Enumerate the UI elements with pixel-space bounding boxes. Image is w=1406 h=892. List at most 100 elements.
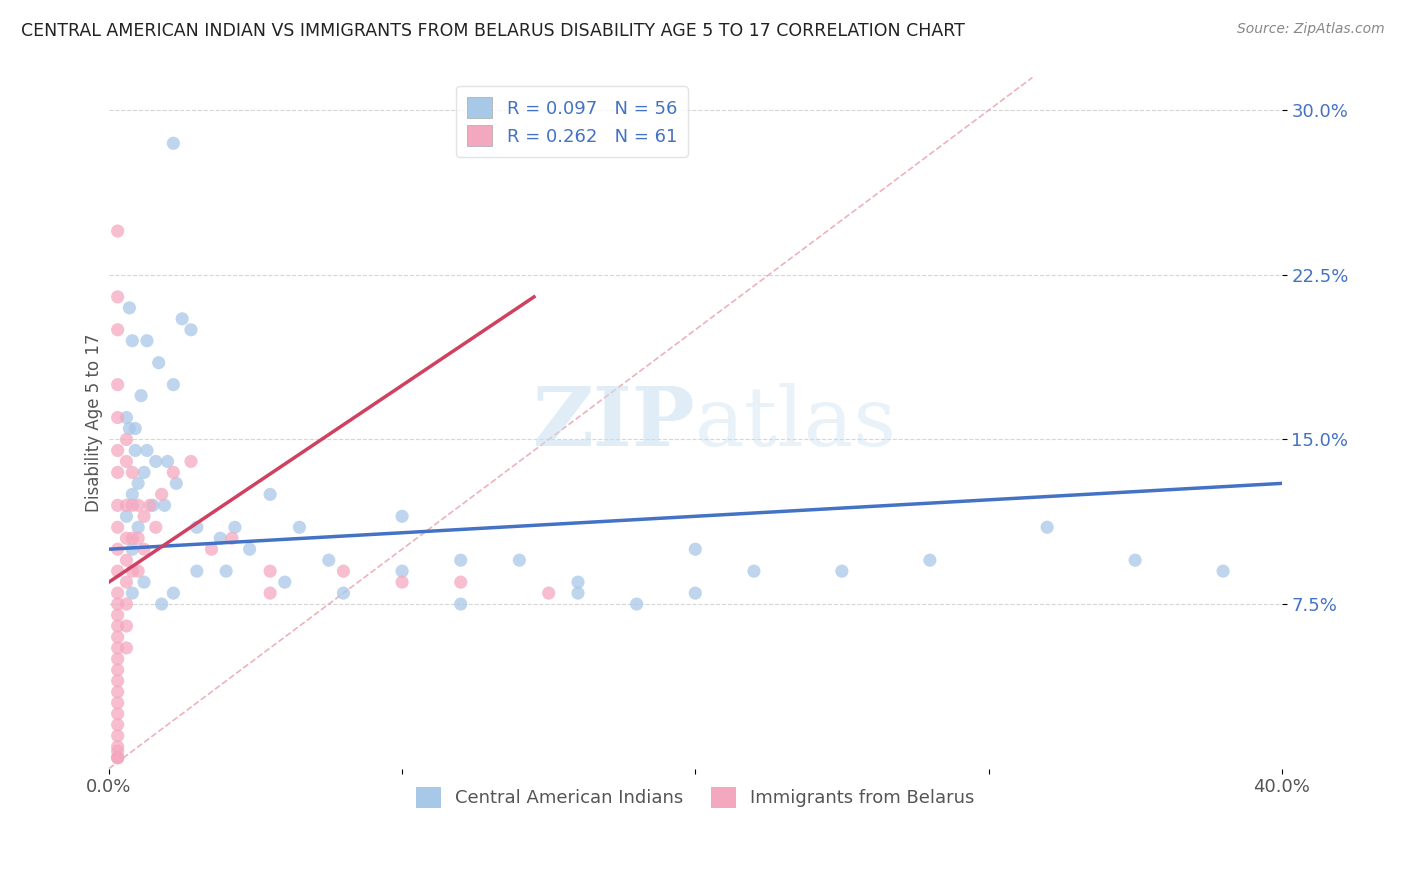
Point (224, 520, 246, 534)
Point (121, 334, 143, 348)
Point (107, 586, 129, 600)
Point (107, 597, 129, 611)
Point (107, 630, 129, 644)
Point (132, 509, 155, 524)
Point (145, 454, 167, 468)
Point (172, 311, 194, 326)
Point (391, 564, 413, 578)
Point (186, 564, 208, 578)
Point (162, 466, 184, 480)
Point (107, 640, 129, 655)
Point (259, 487, 281, 501)
Point (209, 531, 232, 545)
Point (127, 499, 149, 513)
Point (107, 750, 129, 764)
Text: CENTRAL AMERICAN INDIAN VS IMMIGRANTS FROM BELARUS DISABILITY AGE 5 TO 17 CORREL: CENTRAL AMERICAN INDIAN VS IMMIGRANTS FR… (21, 22, 965, 40)
Point (107, 696, 129, 710)
Point (107, 729, 129, 743)
Point (685, 586, 707, 600)
Legend: Central American Indians, Immigrants from Belarus: Central American Indians, Immigrants fro… (409, 780, 981, 815)
Point (107, 706, 129, 721)
Point (259, 586, 281, 600)
Y-axis label: Disability Age 5 to 17: Disability Age 5 to 17 (86, 334, 103, 512)
Point (107, 685, 129, 699)
Point (162, 586, 184, 600)
Text: atlas: atlas (696, 383, 897, 463)
Point (215, 564, 238, 578)
Point (107, 739, 129, 754)
Point (107, 619, 129, 633)
Point (180, 454, 202, 468)
Point (162, 377, 184, 392)
Point (186, 520, 208, 534)
Point (288, 520, 311, 534)
Point (118, 421, 141, 435)
Point (107, 652, 129, 666)
Point (1123, 553, 1146, 567)
Point (121, 586, 143, 600)
Point (121, 564, 143, 578)
Point (118, 301, 141, 315)
Point (200, 542, 222, 557)
Point (115, 433, 138, 447)
Point (115, 454, 138, 468)
Point (115, 410, 138, 425)
Point (107, 718, 129, 732)
Point (239, 542, 262, 557)
Point (318, 553, 340, 567)
Point (107, 377, 129, 392)
Point (107, 542, 129, 557)
Point (259, 564, 281, 578)
Point (153, 499, 176, 513)
Point (115, 597, 138, 611)
Point (127, 520, 149, 534)
Point (107, 564, 129, 578)
Point (121, 531, 143, 545)
Point (132, 466, 155, 480)
Point (626, 597, 648, 611)
Point (537, 586, 560, 600)
Point (831, 564, 853, 578)
Point (332, 564, 354, 578)
Point (274, 575, 297, 590)
Point (132, 542, 155, 557)
Point (1212, 564, 1234, 578)
Point (136, 443, 159, 458)
Point (165, 476, 187, 491)
Point (127, 476, 149, 491)
Point (107, 499, 129, 513)
Point (121, 542, 143, 557)
Point (121, 487, 143, 501)
Point (127, 564, 149, 578)
Point (332, 586, 354, 600)
Point (107, 744, 129, 758)
Point (107, 663, 129, 677)
Point (129, 389, 152, 403)
Point (121, 466, 143, 480)
Point (115, 509, 138, 524)
Text: Source: ZipAtlas.com: Source: ZipAtlas.com (1237, 22, 1385, 37)
Point (391, 509, 413, 524)
Point (162, 136, 184, 151)
Point (107, 520, 129, 534)
Point (142, 499, 165, 513)
Point (156, 454, 179, 468)
Point (450, 553, 472, 567)
Point (918, 553, 941, 567)
Point (115, 619, 138, 633)
Point (450, 575, 472, 590)
Point (115, 640, 138, 655)
Point (107, 323, 129, 337)
Point (148, 356, 170, 370)
Point (115, 531, 138, 545)
Point (107, 290, 129, 304)
Point (127, 531, 149, 545)
Point (124, 421, 146, 435)
Point (742, 564, 765, 578)
Point (1036, 520, 1059, 534)
Point (121, 499, 143, 513)
Text: ZIP: ZIP (533, 383, 696, 463)
Point (107, 410, 129, 425)
Point (139, 499, 162, 513)
Point (115, 499, 138, 513)
